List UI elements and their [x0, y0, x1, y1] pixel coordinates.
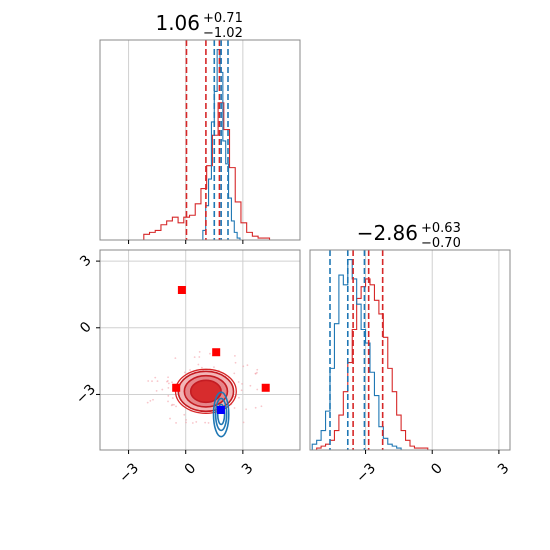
- density-sample-point: [256, 388, 259, 391]
- density-sample-point: [170, 404, 173, 407]
- density-sample-point: [154, 376, 157, 379]
- density-sample-point: [167, 386, 170, 389]
- histogram-2-series: [311, 258, 429, 450]
- density-sample-point: [151, 380, 153, 383]
- histogram-1-x-ticks: [128, 240, 244, 244]
- histogram-1-frame: [99, 39, 301, 241]
- density-sample-point: [241, 382, 243, 385]
- density-sample-point: [242, 365, 245, 368]
- density-sample-point: [195, 421, 198, 423]
- density-sample-point: [246, 364, 249, 367]
- density-sample-point: [254, 406, 257, 409]
- density-sample-point: [189, 369, 191, 371]
- density-sample-point: [207, 422, 210, 424]
- histogram-1-quantile-lines: [185, 40, 229, 240]
- density-sample-point: [167, 394, 170, 397]
- density-marker-1: [177, 286, 186, 294]
- density-sample-point: [166, 380, 169, 382]
- density-sample-point: [233, 407, 236, 409]
- density-grid: [100, 250, 300, 450]
- density-sample-point: [213, 366, 215, 369]
- density-sample-point: [149, 399, 152, 402]
- density-markers: [172, 286, 270, 414]
- density-sample-point: [167, 376, 169, 379]
- density-sample-point: [191, 422, 194, 424]
- density-sample-point: [167, 382, 170, 385]
- density-sample-point: [147, 380, 150, 382]
- density-sample-point: [174, 357, 177, 360]
- density-sample-point: [175, 405, 177, 408]
- density-sample-point: [256, 371, 258, 374]
- histogram-2-title-minus: −0.70: [421, 236, 461, 251]
- density-marker-2: [212, 348, 221, 357]
- density-sample-point: [249, 384, 252, 387]
- density-sample-point: [155, 389, 158, 392]
- histogram-2-title-value: −2.86: [357, 221, 418, 245]
- density-sample-point: [260, 405, 263, 408]
- density-sample-point: [234, 361, 237, 364]
- density-marker-5: [216, 406, 225, 414]
- density-sample-point: [233, 372, 236, 375]
- density-sample-point: [240, 389, 243, 392]
- density-contour-blue-level-1: [212, 391, 230, 438]
- density-sample-point: [198, 356, 201, 358]
- density-sample-point: [185, 418, 188, 421]
- density-marker-3: [172, 383, 181, 392]
- histogram-1-title-plus: +0.71: [203, 11, 243, 26]
- density-marker-4: [261, 383, 270, 392]
- histogram-2-series-1-step: [316, 278, 429, 450]
- density-sample-point: [152, 398, 154, 401]
- density-contour-red-level-3: [189, 379, 222, 404]
- density-sample-point: [198, 351, 201, 353]
- density-sample-point: [242, 421, 245, 424]
- density-sample-point: [256, 368, 259, 371]
- density-sample-point: [204, 421, 207, 424]
- histogram-2-quantile-lines: [329, 250, 384, 450]
- density-sample-point: [238, 396, 240, 399]
- density-sample-point: [200, 366, 203, 369]
- density-sample-point: [175, 422, 177, 424]
- density-contour-blue-level-3: [216, 403, 226, 426]
- density-sample-point: [171, 397, 174, 399]
- density-sample-point: [156, 380, 159, 383]
- density-sample-point: [183, 371, 186, 374]
- density-sample-point: [171, 381, 173, 384]
- density-sample-point: [193, 356, 196, 359]
- density-contours: [174, 368, 237, 438]
- density-sample-point: [167, 400, 169, 403]
- density-sample-point: [197, 363, 200, 366]
- density-sample-point: [169, 417, 171, 420]
- histogram-1-title-minus: −1.02: [203, 26, 243, 41]
- density-frame: [99, 249, 301, 451]
- density-sample-point: [183, 413, 186, 416]
- histogram-2-frame: [309, 249, 511, 451]
- density-sample-point: [245, 408, 248, 411]
- density-contour-blue-level-2: [214, 397, 228, 432]
- density-sample-point: [161, 388, 164, 391]
- density-sample-point: [237, 381, 240, 383]
- density-sample-point: [146, 401, 149, 404]
- density-sample-point: [209, 352, 211, 355]
- histogram-1-title-value: 1.06: [155, 11, 200, 35]
- density-sample-point: [185, 421, 187, 424]
- density-sample-point: [173, 403, 175, 406]
- histogram-2-series-2-step: [311, 258, 402, 450]
- histogram-2-title-plus: +0.63: [421, 221, 461, 236]
- density-sample-point: [254, 372, 257, 375]
- density-sample-point: [234, 354, 236, 357]
